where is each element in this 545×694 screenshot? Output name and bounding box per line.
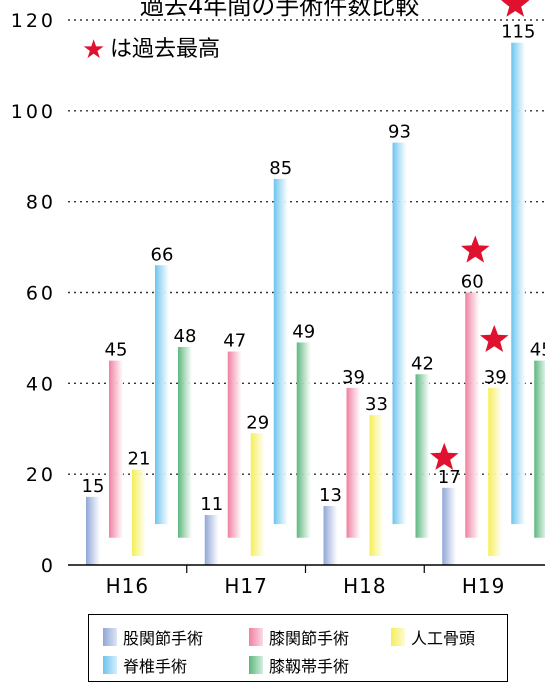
bar	[346, 387, 361, 538]
x-tick-label: H16	[106, 574, 150, 598]
legend-label-knee-ligament: 膝靱帯手術	[269, 657, 350, 676]
data-label: 45	[530, 340, 545, 361]
legend-swatch-femoral-head	[391, 628, 405, 646]
y-tick-label: 60	[26, 283, 56, 305]
legend-swatch-hip	[103, 628, 117, 646]
x-tick-label: H19	[462, 574, 506, 598]
x-tick-label: H17	[224, 574, 268, 598]
data-label: 21	[128, 449, 151, 470]
data-label: 29	[246, 412, 269, 433]
bar	[465, 292, 480, 538]
star-icon	[461, 235, 490, 263]
star-icon	[501, 0, 530, 17]
x-tick-label: H18	[343, 574, 387, 598]
legend-swatch-knee-ligament	[249, 656, 263, 674]
legend: 股関節手術 膝関節手術 人工骨頭 脊椎手術 膝靱帯手術	[88, 614, 508, 682]
bar	[204, 515, 219, 565]
data-label: 48	[174, 326, 197, 347]
bar	[273, 178, 288, 525]
chart-title: 過去4年間の手術件数比較	[140, 0, 420, 20]
star-icon	[480, 324, 509, 352]
y-tick-label: 40	[26, 373, 56, 395]
record-high-note: ★ は過去最高	[82, 35, 220, 65]
legend-item-knee: 膝関節手術	[249, 625, 349, 649]
data-label: 85	[269, 158, 292, 179]
legend-swatch-knee	[249, 628, 263, 646]
bar	[534, 360, 545, 538]
bar	[323, 505, 338, 565]
data-label: 66	[151, 244, 174, 265]
bar	[86, 496, 100, 565]
data-label: 49	[292, 321, 315, 342]
y-tick-label: 120	[11, 10, 56, 32]
legend-label-hip: 股関節手術	[123, 629, 204, 648]
legend-item-spine: 脊椎手術	[103, 653, 187, 677]
legend-label-knee: 膝関節手術	[269, 629, 350, 648]
data-label: 33	[365, 394, 388, 415]
y-tick-label: 20	[26, 464, 56, 486]
bar	[227, 351, 242, 538]
record-high-note-text: は過去最高	[110, 37, 220, 62]
data-label: 45	[105, 340, 128, 361]
y-tick-label: 100	[11, 101, 56, 123]
data-label: 13	[319, 485, 342, 506]
bar	[369, 415, 384, 556]
data-label: 15	[82, 476, 105, 497]
legend-item-femoral-head: 人工骨頭	[391, 625, 475, 649]
data-label: 17	[438, 467, 461, 488]
data-label: 42	[411, 353, 434, 374]
data-label: 39	[484, 367, 507, 388]
star-icon	[430, 442, 459, 470]
bar	[511, 42, 526, 525]
data-label: 39	[342, 367, 365, 388]
y-tick-label: 0	[41, 555, 56, 577]
legend-label-femoral-head: 人工骨頭	[411, 629, 476, 648]
data-label: 47	[223, 331, 246, 352]
bar	[155, 265, 169, 525]
legend-item-hip: 股関節手術	[103, 625, 203, 649]
legend-item-knee-ligament: 膝靱帯手術	[249, 653, 349, 677]
bar	[415, 374, 430, 538]
y-tick-label: 80	[26, 192, 56, 214]
bar	[250, 433, 265, 556]
legend-swatch-spine	[103, 656, 117, 674]
bar	[392, 142, 407, 525]
bar	[488, 387, 503, 556]
bar	[178, 347, 192, 538]
data-label: 60	[461, 272, 484, 293]
data-label: 115	[501, 22, 535, 43]
data-label: 11	[200, 494, 223, 515]
legend-label-spine: 脊椎手術	[123, 657, 188, 676]
bar	[296, 342, 311, 538]
star-icon: ★	[82, 35, 105, 65]
data-label: 93	[388, 122, 411, 143]
bar	[132, 469, 146, 556]
bar	[109, 360, 123, 538]
bar	[442, 487, 457, 565]
